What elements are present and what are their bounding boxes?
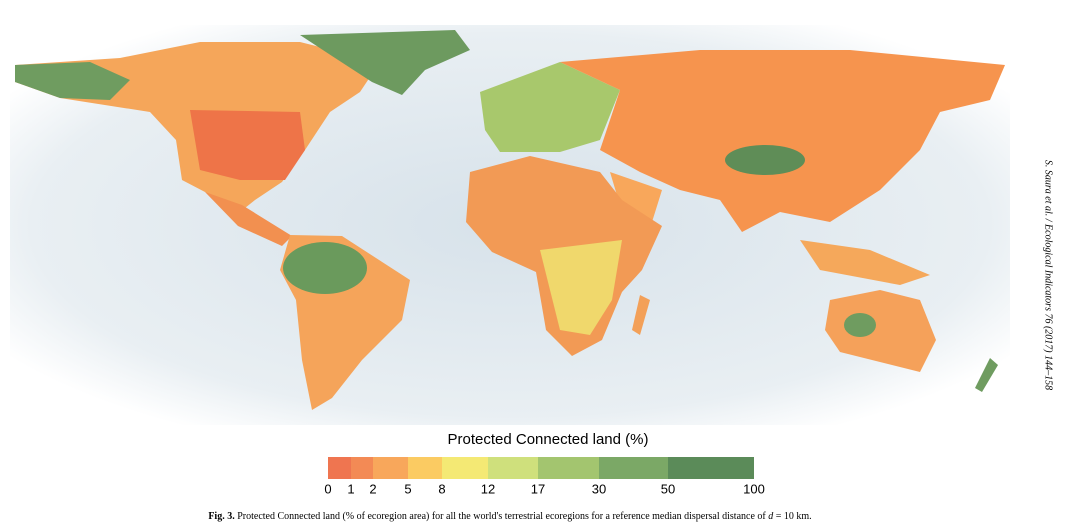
legend-tick-label: 8 xyxy=(438,481,445,496)
legend-tick-label: 30 xyxy=(592,481,606,496)
tibet xyxy=(725,145,805,175)
caption-label: Fig. 3. xyxy=(208,511,235,522)
caption: Fig. 3. Protected Connected land (% of e… xyxy=(208,511,811,522)
legend-tick-label: 0 xyxy=(324,481,331,496)
legend-swatch xyxy=(442,457,488,479)
legend-tick-label: 12 xyxy=(481,481,495,496)
side-note: S. Saura et al. / Ecological Indicators … xyxy=(1043,160,1054,390)
legend-swatch xyxy=(668,457,754,479)
legend-swatch xyxy=(351,457,373,479)
legend-tick-label: 5 xyxy=(404,481,411,496)
amazon xyxy=(283,242,367,294)
madagascar xyxy=(632,295,650,335)
caption-text: Protected Connected land (% of ecoregion… xyxy=(237,511,766,522)
legend-tick-label: 100 xyxy=(743,481,765,496)
asia xyxy=(560,50,1005,232)
legend-swatch xyxy=(599,457,668,479)
southern-africa xyxy=(540,240,622,335)
australia-centre xyxy=(844,313,876,337)
central-america xyxy=(205,192,292,246)
se-asia-islands xyxy=(800,240,930,285)
alaska xyxy=(15,62,130,100)
legend-tick-label: 50 xyxy=(661,481,675,496)
legend-swatch xyxy=(328,457,351,479)
australia xyxy=(825,290,936,372)
legend: 0 1 2 5 8 12 17 30 50 100 xyxy=(324,457,765,496)
legend-swatch xyxy=(373,457,408,479)
europe xyxy=(480,62,620,152)
legend-tick-label: 2 xyxy=(369,481,376,496)
legend-tick-label: 17 xyxy=(531,481,545,496)
legend-swatch xyxy=(538,457,599,479)
legend-tick-label: 1 xyxy=(347,481,354,496)
greenland xyxy=(300,30,470,95)
legend-swatch xyxy=(488,457,538,479)
legend-title: Protected Connected land (%) xyxy=(448,431,649,448)
legend-swatch xyxy=(408,457,442,479)
new-zealand xyxy=(975,358,998,392)
caption-suffix: = 10 km. xyxy=(776,511,812,522)
caption-variable: d xyxy=(768,511,774,522)
world-map xyxy=(10,25,1010,425)
us-region xyxy=(190,110,305,180)
